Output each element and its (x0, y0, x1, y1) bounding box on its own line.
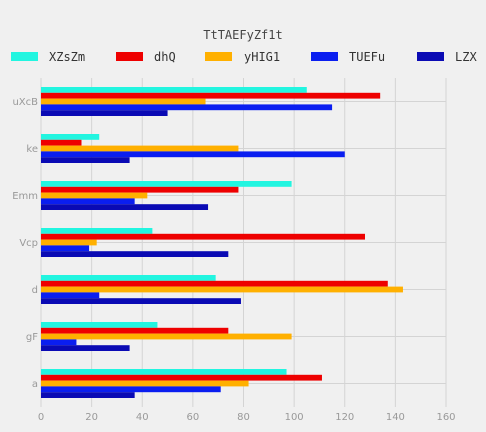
bar-yHIG1-Vcp (41, 239, 97, 246)
bar-XZsZm-gF (41, 322, 158, 328)
bar-LZX-Emm (41, 204, 209, 210)
bar-XZsZm-Emm (41, 181, 292, 187)
bars (41, 87, 403, 398)
bar-dhQ-gF (41, 327, 229, 334)
bar-LZX-a (41, 392, 135, 398)
bar-TUEFu-Emm (41, 198, 135, 205)
x-tick-label: 60 (187, 412, 200, 423)
bar-dhQ-ke (41, 139, 82, 146)
bar-TUEFu-a (41, 386, 221, 393)
bar-dhQ-uXcB (41, 92, 381, 99)
bar-dhQ-Emm (41, 186, 239, 193)
bar-TUEFu-gF (41, 339, 77, 346)
x-axis-ticks: 0 20 40 60 80 100 120 140 160 (38, 412, 456, 423)
bar-TUEFu-ke (41, 151, 345, 158)
x-tick-label: 160 (436, 412, 455, 423)
legend-label-0: XZsZm (49, 50, 85, 64)
bar-yHIG1-Emm (41, 192, 148, 199)
legend-swatch-4 (417, 52, 444, 61)
bar-LZX-uXcB (41, 110, 168, 116)
bar-XZsZm-Vcp (41, 228, 153, 234)
bar-TUEFu-d (41, 292, 100, 299)
legend-label-1: dhQ (154, 50, 176, 64)
bar-XZsZm-uXcB (41, 87, 307, 93)
bar-dhQ-d (41, 280, 388, 287)
bar-TUEFu-uXcB (41, 104, 333, 111)
legend-swatch-2 (205, 52, 232, 61)
bar-dhQ-Vcp (41, 233, 365, 240)
x-tick-label: 0 (38, 412, 44, 423)
bar-yHIG1-gF (41, 333, 292, 340)
bar-TUEFu-Vcp (41, 245, 90, 252)
y-tick-label: a (32, 379, 38, 390)
bar-dhQ-a (41, 374, 322, 381)
bar-yHIG1-uXcB (41, 98, 206, 105)
y-axis-ticks: uXcB ke Emm Vcp d gF a (12, 97, 38, 390)
legend-label-4: LZX (455, 50, 477, 64)
legend-label-2: yHIG1 (244, 50, 280, 64)
bar-LZX-gF (41, 345, 130, 351)
x-tick-label: 40 (136, 412, 149, 423)
legend-swatch-1 (116, 52, 143, 61)
grid (40, 78, 447, 407)
bar-LZX-Vcp (41, 251, 229, 257)
y-tick-label: uXcB (12, 97, 38, 108)
legend-label-3: TUEFu (349, 50, 385, 64)
bar-yHIG1-ke (41, 145, 239, 152)
bar-yHIG1-d (41, 286, 403, 293)
bar-XZsZm-ke (41, 134, 100, 140)
bar-XZsZm-a (41, 369, 287, 375)
y-tick-label: Emm (12, 191, 38, 202)
y-tick-label: d (32, 285, 38, 296)
y-tick-label: ke (26, 144, 38, 155)
legend-swatch-0 (11, 52, 38, 61)
bar-LZX-d (41, 298, 241, 304)
x-tick-label: 120 (335, 412, 354, 423)
y-tick-label: Vcp (19, 238, 38, 249)
x-tick-label: 140 (386, 412, 405, 423)
legend: XZsZm dhQ yHIG1 TUEFu LZX (11, 50, 477, 64)
x-tick-label: 20 (85, 412, 98, 423)
bar-yHIG1-a (41, 380, 249, 387)
bar-XZsZm-d (41, 275, 216, 281)
x-tick-label: 100 (285, 412, 304, 423)
y-tick-label: gF (26, 332, 38, 343)
bar-LZX-ke (41, 157, 130, 163)
x-tick-label: 80 (237, 412, 250, 423)
chart-title: TtTAEFyZf1t (203, 28, 282, 42)
legend-swatch-3 (311, 52, 338, 61)
